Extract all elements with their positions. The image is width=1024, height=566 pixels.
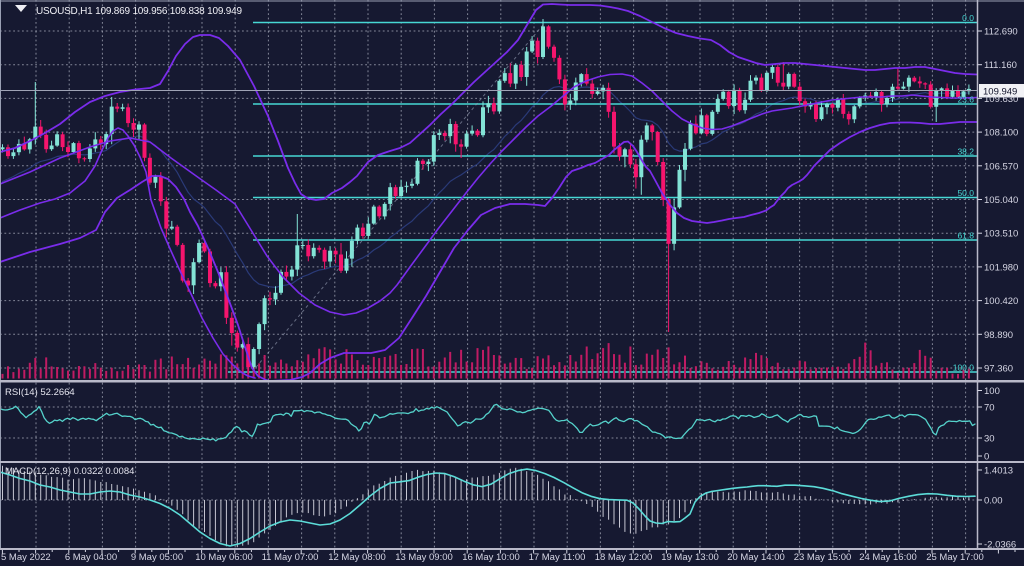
svg-text:23 May 15:00: 23 May 15:00 [794, 552, 852, 563]
svg-text:20 May 14:00: 20 May 14:00 [727, 552, 785, 563]
svg-text:10 May 06:00: 10 May 06:00 [195, 552, 253, 563]
svg-text:100.0: 100.0 [953, 363, 975, 373]
svg-text:98.890: 98.890 [984, 330, 1013, 341]
svg-text:0.00: 0.00 [984, 496, 1003, 507]
svg-text:112.690: 112.690 [984, 27, 1018, 38]
svg-text:70: 70 [984, 403, 995, 414]
svg-text:6 May 04:00: 6 May 04:00 [65, 552, 117, 563]
svg-text:MACD(12,26,9) 0.0322 0.0084: MACD(12,26,9) 0.0322 0.0084 [5, 466, 134, 477]
svg-text:1.4013: 1.4013 [984, 466, 1013, 477]
svg-text:24 May 16:00: 24 May 16:00 [859, 552, 917, 563]
svg-text:101.980: 101.980 [984, 262, 1018, 273]
svg-text:17 May 11:00: 17 May 11:00 [529, 552, 586, 563]
svg-text:18 May 12:00: 18 May 12:00 [595, 552, 653, 563]
svg-text:61.8: 61.8 [957, 231, 974, 241]
svg-text:30: 30 [984, 434, 995, 445]
svg-text:108.100: 108.100 [984, 128, 1018, 139]
svg-text:9 May 05:00: 9 May 05:00 [131, 552, 183, 563]
svg-text:105.040: 105.040 [984, 195, 1018, 206]
svg-text:RSI(14) 52.2664: RSI(14) 52.2664 [5, 387, 75, 398]
svg-text:19 May 13:00: 19 May 13:00 [661, 552, 719, 563]
svg-text:38.2: 38.2 [957, 147, 974, 157]
svg-text:23.6: 23.6 [957, 95, 974, 105]
svg-text:0: 0 [984, 452, 989, 463]
svg-text:11 May 07:00: 11 May 07:00 [262, 552, 319, 563]
svg-text:111.160: 111.160 [984, 60, 1017, 71]
svg-text:97.360: 97.360 [984, 364, 1013, 375]
svg-text:-2.0366: -2.0366 [984, 540, 1016, 551]
svg-text:0.0: 0.0 [962, 13, 974, 23]
svg-text:109.630: 109.630 [984, 94, 1018, 105]
svg-text:5 May 2022: 5 May 2022 [1, 552, 51, 563]
svg-text:13 May 09:00: 13 May 09:00 [395, 552, 453, 563]
svg-text:12 May 08:00: 12 May 08:00 [328, 552, 386, 563]
svg-text:USOUSD,H1 109.869 109.956 109: USOUSD,H1 109.869 109.956 109.838 109.94… [36, 6, 242, 17]
svg-text:25 May 17:00: 25 May 17:00 [926, 552, 984, 563]
svg-text:50.0: 50.0 [957, 188, 974, 198]
svg-text:16 May 10:00: 16 May 10:00 [462, 552, 520, 563]
svg-text:100.420: 100.420 [984, 296, 1018, 307]
svg-text:103.510: 103.510 [984, 229, 1018, 240]
svg-text:106.570: 106.570 [984, 161, 1018, 172]
svg-text:109.949: 109.949 [983, 87, 1017, 98]
svg-text:100: 100 [984, 386, 1000, 397]
